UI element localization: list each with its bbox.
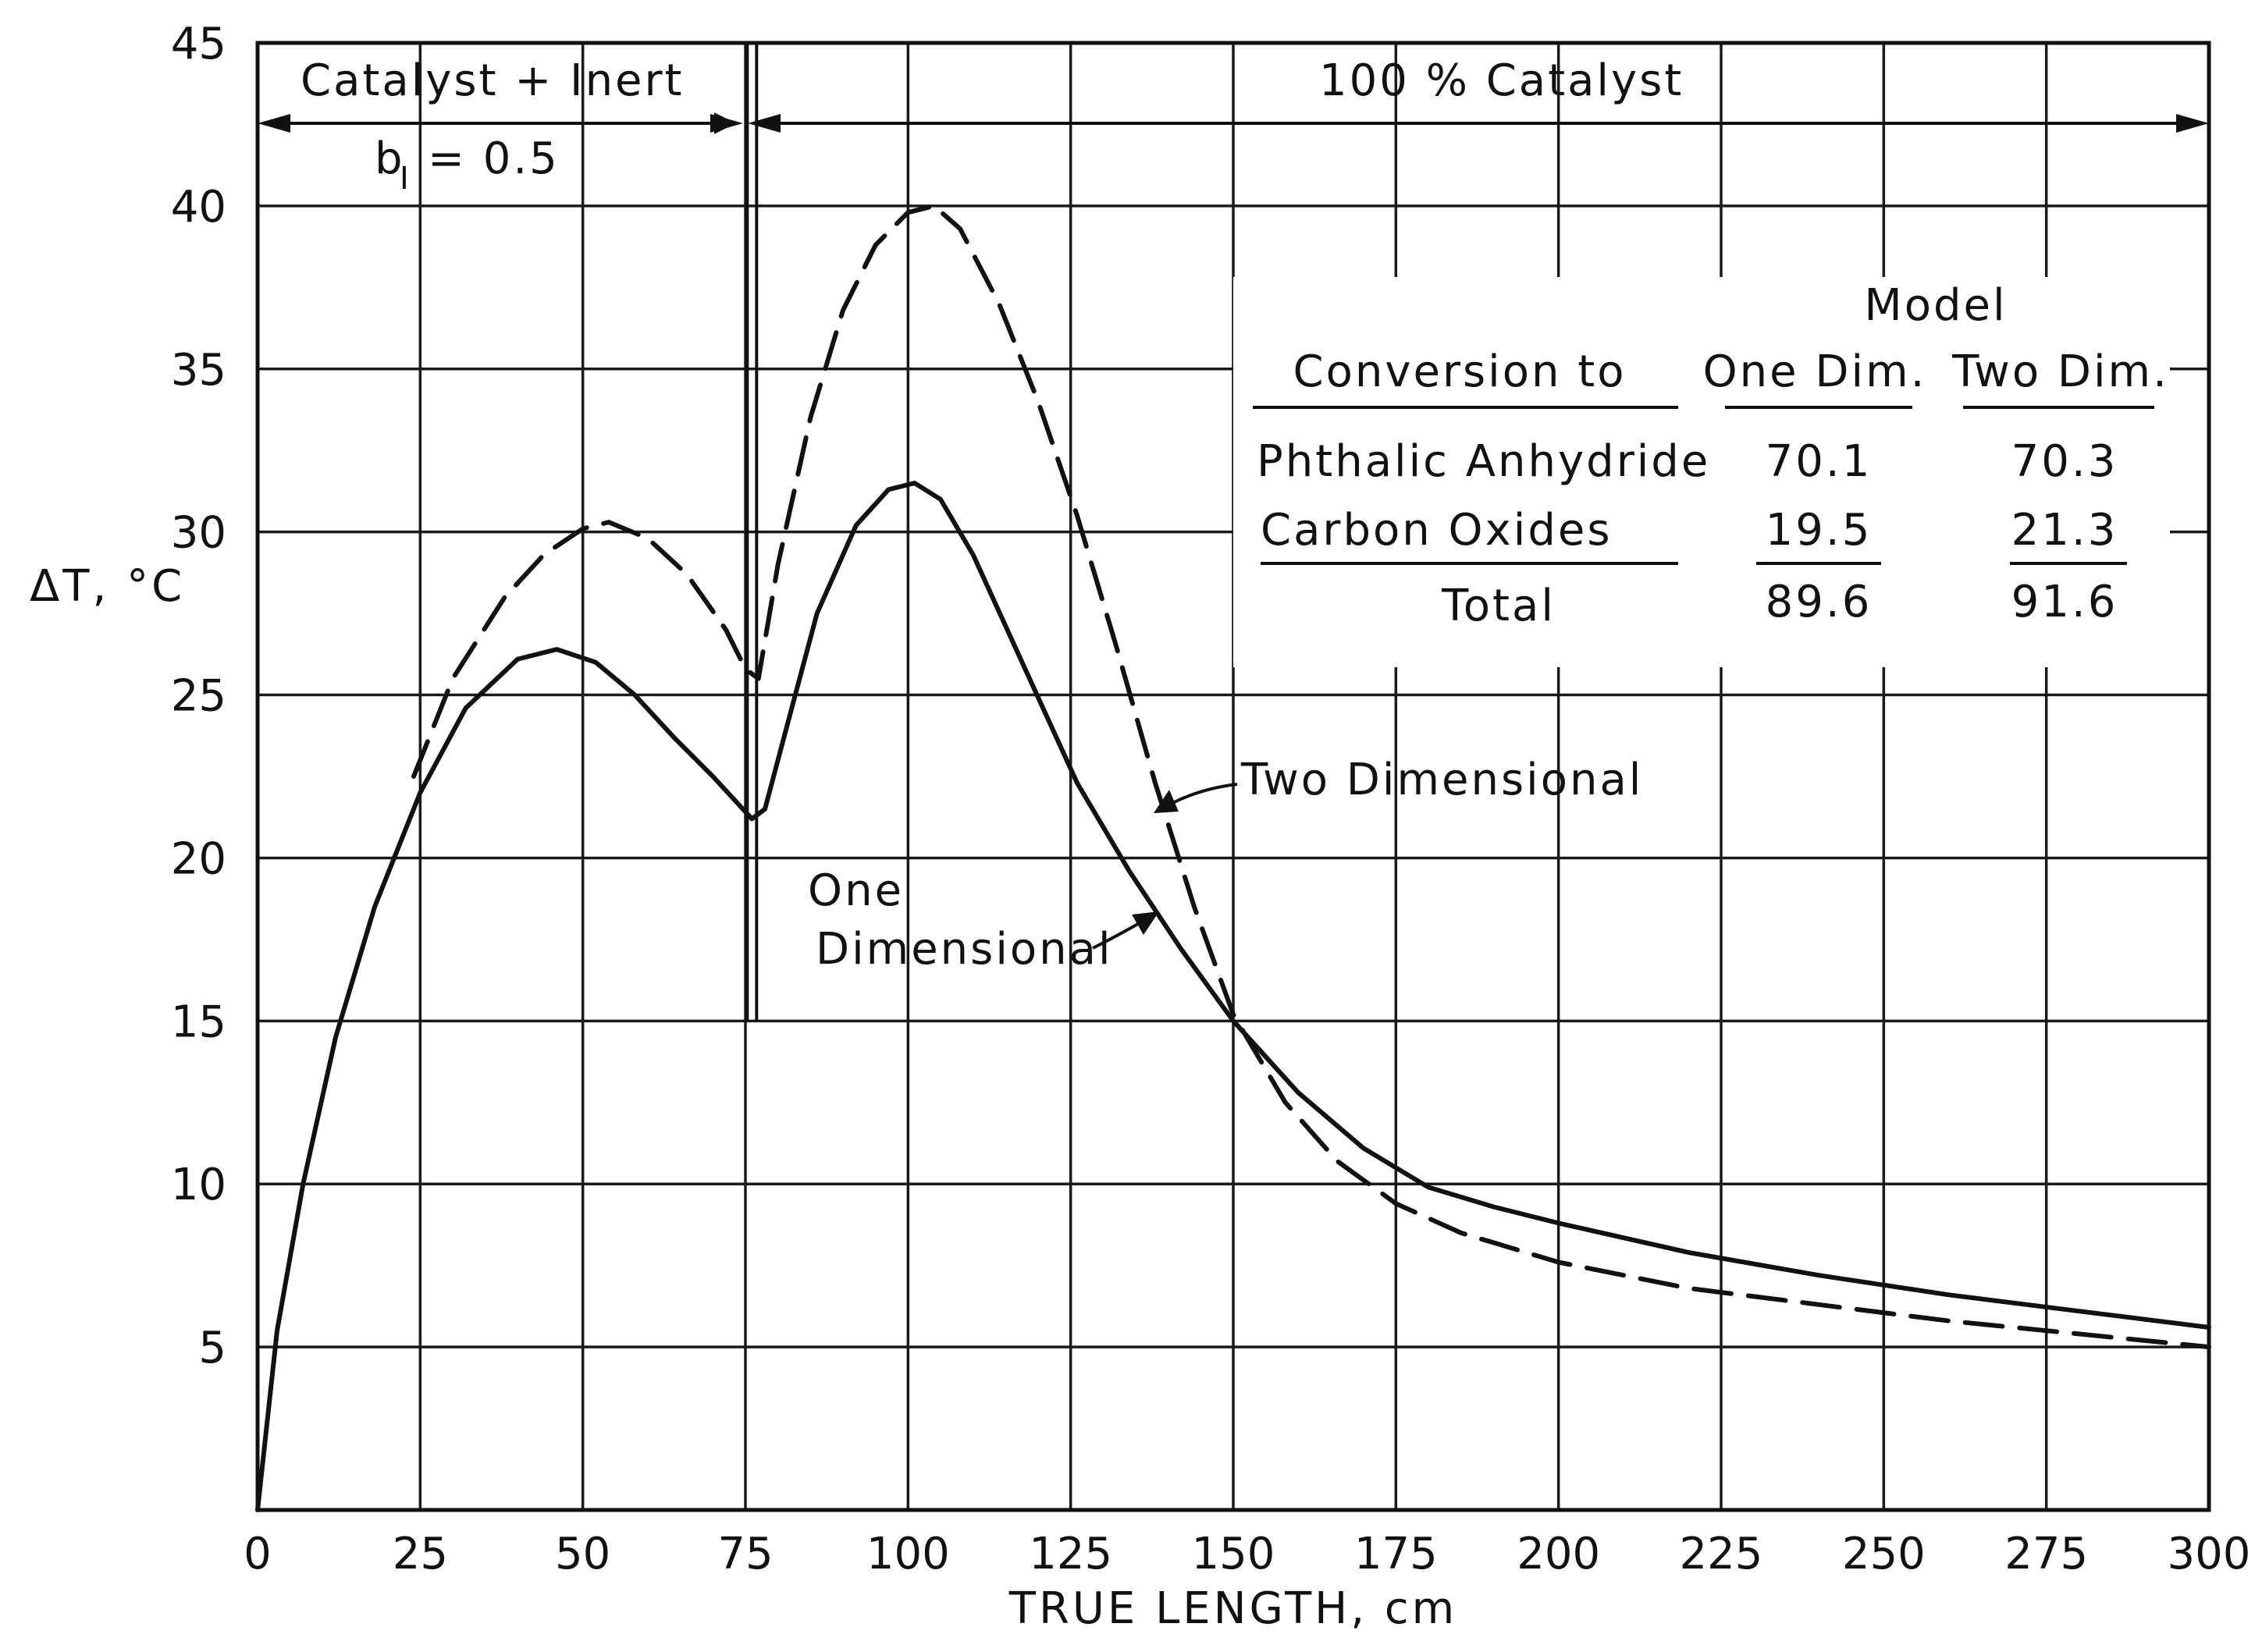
table-row-one-dim: 70.1 [1766,436,1873,487]
conversion-table: Model Conversion to One Dim. Two Dim. Ph… [1233,277,2170,667]
curve-labels: One Dimensional Two Dimensional [808,755,1643,975]
two-dim-label: Two Dimensional [1240,755,1643,805]
b-value: = 0.5 [428,133,560,184]
x-tick-label: 175 [1354,1529,1438,1579]
y-tick-label: 45 [171,19,226,69]
b-symbol: b [375,133,405,184]
x-tick-label: 150 [1192,1529,1275,1579]
table-row-two-dim: 70.3 [2011,436,2118,487]
plot-frame [255,41,2211,1512]
x-tick-label: 0 [244,1529,272,1579]
b-subscript: I [400,161,411,197]
y-tick-label: 15 [171,997,226,1047]
one-dim-leader-arrowhead [1132,911,1159,935]
x-tick-label: 100 [866,1529,950,1579]
y-tick-labels: 5 10 15 20 25 30 35 40 45 [171,19,226,1373]
region-right-label: 100 % Catalyst [1319,55,1684,106]
y-tick-label: 40 [171,182,226,233]
one-dimensional-curve [255,481,2211,1512]
x-tick-label: 50 [555,1529,610,1579]
table-col0-header: Conversion to [1293,346,1627,397]
x-tick-label: 225 [1680,1529,1763,1579]
x-tick-labels: 0 25 50 75 100 125 150 175 200 225 250 275 300 [244,1529,2250,1579]
x-tick-label: 250 [1842,1529,1926,1579]
y-tick-label: 25 [171,671,226,722]
table-row-label: Total [1441,581,1556,631]
table-row-two-dim: 91.6 [2011,577,2118,627]
region-annotations: Catalyst + Inert b I = 0.5 100 % Catalys… [258,55,2209,197]
x-tick-label: 75 [717,1529,773,1579]
table-background [1233,277,2170,667]
x-tick-label: 25 [393,1529,448,1579]
y-tick-label: 30 [171,508,226,559]
y-tick-label: 20 [171,833,226,884]
table-col1-header: One Dim. [1703,346,1927,397]
two-dimensional-curve [411,203,2211,1350]
y-tick-label: 10 [171,1160,226,1210]
one-dim-label-line1: One [808,865,904,916]
one-dim-label-line2: Dimensional [816,924,1113,975]
region-mid-arrowhead-left [710,114,743,133]
table-row-one-dim: 89.6 [1766,577,1873,627]
x-axis-label: TRUE LENGTH, cm [1008,1583,1457,1634]
region-mid-arrowhead-right [748,114,781,133]
x-tick-label: 300 [2168,1529,2251,1579]
region-right-arrowhead [2176,114,2209,133]
x-tick-label: 200 [1517,1529,1600,1579]
table-row-label: Phthalic Anhydride [1257,436,1710,487]
table-col2-header: Two Dim. [1951,346,2169,397]
table-row-label: Carbon Oxides [1261,505,1613,556]
y-tick-label: 5 [198,1323,226,1373]
two-dim-leader-arrowhead [1154,790,1179,813]
x-tick-label: 275 [2004,1529,2088,1579]
x-tick-label: 125 [1029,1529,1112,1579]
region-left-label: Catalyst + Inert [301,55,685,106]
table-row-one-dim: 19.5 [1766,505,1873,556]
region-left-arrowhead [258,114,290,133]
y-tick-label: 35 [171,345,226,396]
two-dim-leader [1170,783,1238,805]
y-axis-label: ΔT, °C [30,561,185,612]
table-model-header: Model [1864,280,2007,331]
table-row-two-dim: 21.3 [2011,505,2118,556]
